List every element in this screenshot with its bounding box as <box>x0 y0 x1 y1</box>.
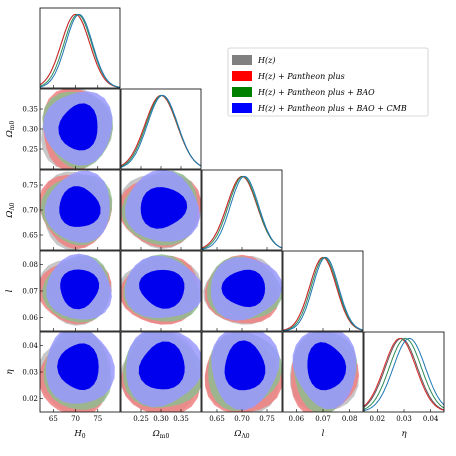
marginal-l-series-0 <box>283 256 363 331</box>
y-tick-label-OL-0-75: 0.75 <box>22 182 38 190</box>
marginal-Om-series-2 <box>121 94 201 168</box>
panel-l-l <box>282 250 364 332</box>
contour-inner-OL-H0-series-3 <box>59 186 101 227</box>
legend-label-hz-pantheon: H(z) + Pantheon plus <box>257 72 345 81</box>
x-tick-label-l-0-06: 0.06 <box>289 415 305 423</box>
panel-l-H0 <box>39 250 121 332</box>
x-tick-label-Om-0-25: 0.25 <box>133 415 149 423</box>
y-tick-label-eta-0-02: 0.02 <box>22 395 38 403</box>
x-axis-label-OL: ΩΛ0 <box>233 429 249 440</box>
x-axis-label-l: l <box>322 429 325 439</box>
y-axis-label-OL: ΩΛ0 <box>5 202 16 218</box>
x-axis-label-eta: η <box>401 429 407 439</box>
marginal-eta-series-1 <box>364 337 444 411</box>
marginal-H0-series-0 <box>40 13 120 88</box>
legend-swatch-hz-pantheon <box>232 71 252 81</box>
x-tick-label-l-0-07: 0.07 <box>315 415 331 423</box>
y-tick-label-l-0-08: 0.08 <box>22 261 38 269</box>
x-tick-label-H0-70: 70 <box>71 415 80 423</box>
y-axis-label-Om: Ωm0 <box>5 121 16 139</box>
y-tick-label-l-0-07: 0.07 <box>22 288 38 296</box>
legend-frame <box>227 47 429 117</box>
x-tick-label-eta-0-04: 0.04 <box>423 415 439 423</box>
legend-swatch-hz <box>232 55 252 65</box>
contour-inner-eta-H0-series-3 <box>57 343 99 391</box>
panel-eta-eta <box>363 331 445 413</box>
y-axis-label-eta: η <box>5 369 15 375</box>
contour-inner-eta-l-series-3 <box>307 342 347 391</box>
panel-Om-Om <box>120 88 202 170</box>
marginal-OL-series-3 <box>202 175 282 250</box>
x-tick-label-OL-0-75: 0.75 <box>259 415 275 423</box>
y-tick-label-Om-0-25: 0.25 <box>22 146 38 154</box>
panel-eta-Om <box>120 331 202 413</box>
contour-inner-eta-OL-series-3 <box>224 340 266 391</box>
y-tick-label-Om-0-30: 0.30 <box>22 126 38 134</box>
marginal-l-series-3 <box>283 256 363 331</box>
x-tick-label-H0-75: 75 <box>93 415 102 423</box>
y-tick-label-eta-0-03: 0.03 <box>22 369 38 377</box>
y-axis-label-l: l <box>5 289 15 292</box>
legend-swatch-hz-pantheon-bao-cmb <box>232 103 252 113</box>
x-tick-label-OL-0-70: 0.70 <box>234 415 250 423</box>
marginal-OL-series-2 <box>202 175 282 250</box>
x-axis-label-H0: H0 <box>73 429 85 440</box>
y-tick-label-eta-0-04: 0.04 <box>22 342 38 350</box>
marginal-eta-series-0 <box>364 337 444 411</box>
contour-inner-l-H0-series-3 <box>60 269 100 310</box>
x-tick-label-Om-0-30: 0.30 <box>153 415 169 423</box>
panel-H0-H0 <box>39 7 121 89</box>
x-tick-label-eta-0-03: 0.03 <box>396 415 412 423</box>
legend-label-hz-pantheon-bao-cmb: H(z) + Pantheon plus + BAO + CMB <box>257 104 407 113</box>
contour-inner-eta-Om-series-3 <box>138 341 185 390</box>
marginal-H0-series-2 <box>40 13 120 88</box>
legend: H(z) H(z) + Pantheon plus H(z) + Pantheo… <box>227 47 429 117</box>
legend-swatch-hz-pantheon-bao <box>232 87 252 97</box>
y-tick-label-OL-0-65: 0.65 <box>22 232 38 240</box>
panel-OL-H0 <box>39 169 121 251</box>
panel-frame <box>39 7 121 89</box>
y-tick-label-l-0-06: 0.06 <box>22 314 38 322</box>
panel-l-OL <box>201 250 283 332</box>
contour-inner-Om-H0-series-3 <box>58 103 98 151</box>
x-axis-label-Om: Ωm0 <box>152 429 170 440</box>
panel-OL-OL <box>201 169 283 251</box>
x-tick-label-eta-0-02: 0.02 <box>370 415 386 423</box>
legend-label-hz-pantheon-bao: H(z) + Pantheon plus + BAO <box>257 88 375 97</box>
marginal-l-series-1 <box>283 256 363 331</box>
marginal-Om-series-3 <box>121 94 201 168</box>
y-tick-label-Om-0-35: 0.35 <box>22 106 38 114</box>
panel-Om-H0 <box>39 88 121 170</box>
x-tick-label-Om-0-35: 0.35 <box>173 415 189 423</box>
panel-eta-OL <box>201 331 283 413</box>
x-tick-label-H0-65: 65 <box>49 415 58 423</box>
panel-eta-l <box>282 331 364 413</box>
x-tick-label-l-0-08: 0.08 <box>342 415 358 423</box>
y-tick-label-OL-0-70: 0.70 <box>22 207 38 215</box>
marginal-H0-series-3 <box>40 13 120 88</box>
x-tick-label-OL-0-65: 0.65 <box>209 415 225 423</box>
contour-inner-OL-Om-series-3 <box>140 187 188 229</box>
marginal-H0-series-1 <box>40 13 120 88</box>
panel-OL-Om <box>120 169 202 251</box>
contour-inner-l-OL-series-3 <box>221 269 266 308</box>
legend-label-hz: H(z) <box>257 56 275 65</box>
panel-frame <box>282 250 364 332</box>
panel-eta-H0 <box>39 331 121 413</box>
panel-l-Om <box>120 250 202 332</box>
marginal-eta-series-3 <box>364 337 444 412</box>
contour-inner-l-Om-series-3 <box>139 269 185 309</box>
marginal-eta-series-2 <box>364 337 444 410</box>
marginal-l-series-2 <box>283 256 363 331</box>
